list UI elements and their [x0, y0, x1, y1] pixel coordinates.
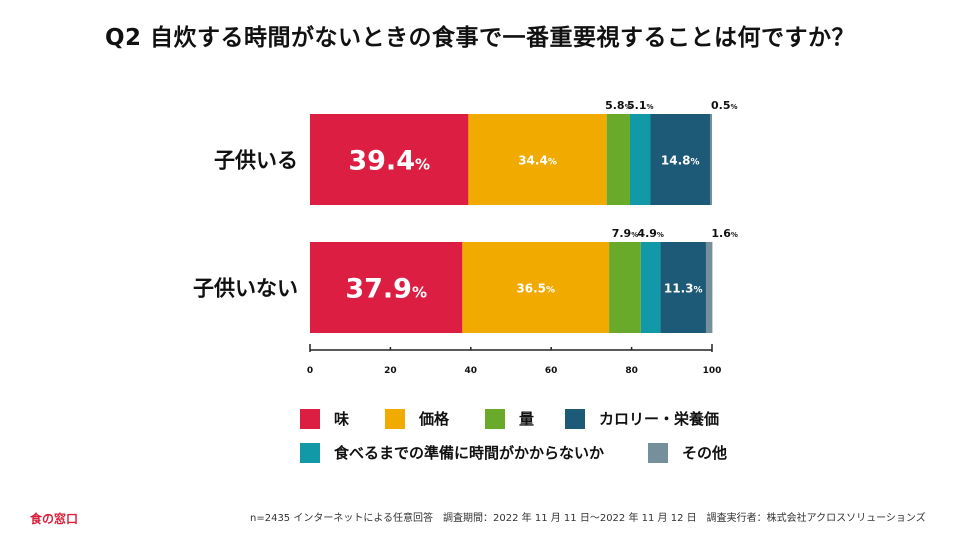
bar-price-row1 [462, 242, 610, 333]
legend-label-amount: 量 [519, 410, 535, 428]
bar-calorie-row1 [660, 242, 706, 333]
x-tick-label-4: 80 [625, 366, 638, 376]
value-label-other-row1: 1.6% [711, 227, 738, 240]
x-tick-label-2: 40 [465, 366, 478, 376]
legend-swatch-amount [485, 408, 505, 429]
category-label-0: 子供いる [214, 149, 298, 173]
legend-item-taste: 味 [300, 408, 349, 429]
bar-other-row0 [709, 114, 712, 205]
legend-swatch-taste [300, 408, 320, 429]
bar-calorie-row0 [650, 114, 710, 205]
legend-swatch-prep [300, 442, 320, 463]
legend-item-calorie: カロリー・栄養価 [565, 408, 719, 429]
x-tick-label-1: 20 [384, 366, 397, 376]
legend-item-other: その他 [648, 442, 727, 463]
value-label-amount-row0: 5.8% [605, 99, 632, 112]
x-tick-label-5: 100 [703, 366, 722, 376]
value-label-price-row1: 36.5% [516, 282, 555, 296]
legend-item-amount: 量 [485, 408, 534, 429]
bar-taste-row0 [310, 114, 469, 205]
bar-prep-row1 [640, 242, 661, 333]
brand-logo: 食の窓口 [30, 512, 79, 526]
legend-label-taste: 味 [334, 410, 350, 428]
bar-amount-row0 [606, 114, 630, 205]
legend-label-price: 価格 [419, 410, 450, 428]
legend-item-prep: 食べるまでの準備に時間がかからないか [300, 442, 604, 463]
x-tick-label-3: 60 [545, 366, 558, 376]
category-label-1: 子供いない [193, 277, 298, 301]
value-label-prep-row1: 4.9% [637, 227, 664, 240]
value-label-prep-row0: 5.1% [627, 99, 654, 112]
value-label-amount-row1: 7.9% [612, 227, 639, 240]
legend-label-prep: 食べるまでの準備に時間がかからないか [334, 444, 605, 462]
bar-prep-row0 [629, 114, 651, 205]
stacked-bar-chart: 子供いる 39.4% 34.4% 5.8%5.1% 14.8% 0.5% 子供いない 37.9… [193, 99, 738, 376]
legend-item-price: 価格 [385, 408, 449, 429]
footnote: n=2435 インターネットによる任意回答 調査期間：2022 年 11 月 1… [250, 513, 926, 524]
x-tick-label-0: 0 [307, 366, 313, 376]
value-label-other-row0: 0.5% [711, 99, 738, 112]
legend-swatch-price [385, 408, 405, 429]
bar-amount-row1 [609, 242, 641, 333]
legend-label-other: その他 [682, 444, 728, 462]
chart-title: Q2 自炊する時間がないときの食事で一番重要視することは何ですか？ [104, 25, 856, 51]
value-label-calorie-row0: 14.8% [661, 154, 700, 168]
value-label-calorie-row1: 11.3% [664, 282, 703, 296]
legend-swatch-other [648, 442, 668, 463]
value-label-price-row0: 34.4% [518, 154, 557, 168]
legend-swatch-calorie [565, 408, 585, 429]
value-label-taste-row1: 37.9% [345, 274, 427, 305]
value-label-taste-row0: 39.4% [348, 146, 430, 177]
bar-taste-row1 [310, 242, 463, 333]
legend-label-calorie: カロリー・栄養価 [599, 410, 720, 428]
bar-price-row0 [468, 114, 607, 205]
bar-other-row1 [705, 242, 713, 333]
